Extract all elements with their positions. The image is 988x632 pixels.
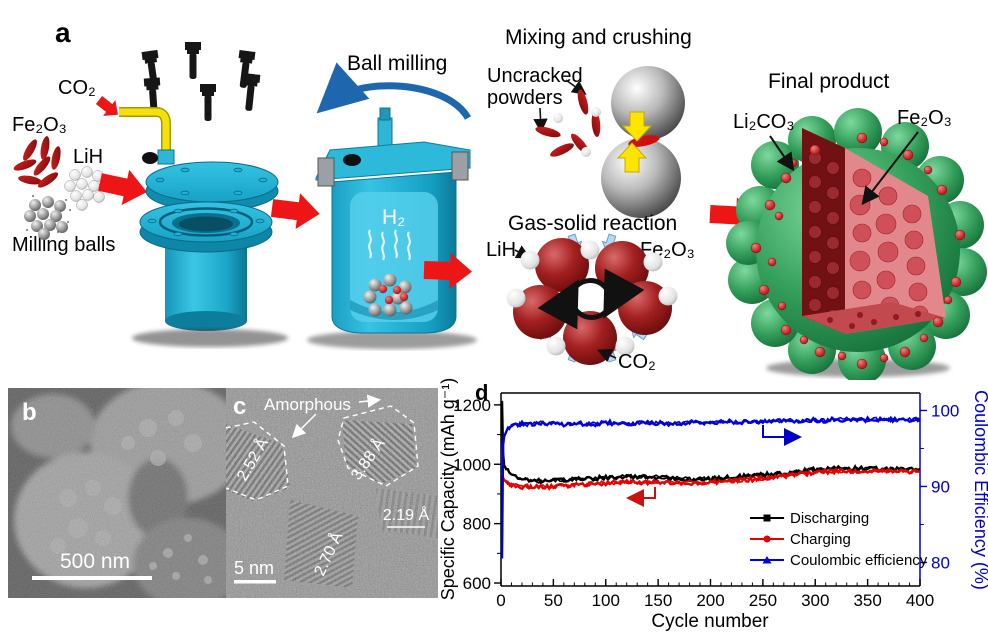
x-axis-title: Cycle number [651,611,769,632]
x-tick-label: 250 [749,591,777,610]
flow-arrow-2-icon [270,193,320,230]
final-product-title: Final product [768,70,890,93]
lih-label: LiH [73,146,103,168]
uncracked-pointer-2 [533,107,548,134]
crushing-balls-icon [601,66,685,218]
mill-lid-icon [145,161,279,212]
panel-c-label: c [233,393,246,420]
right-tick-label: 90 [931,477,950,496]
milling-balls-icon [24,195,71,240]
left-axis-pointer-arrow [626,487,656,507]
gas-solid-ring-icon [506,233,678,365]
series-coulombic-efficiency [500,415,921,559]
panel-d-label: d [475,380,488,405]
sem-image: b 500 nm [8,388,226,598]
fp-li2co3-label: Li₂CO₃ [733,111,794,133]
right-axis-title: Coulombic Efficiency (%) [971,390,988,590]
panel-a-label: a [55,17,71,48]
sem-scale-text: 500 nm [60,550,130,573]
dspacing-388: 3.88 Å [346,434,388,483]
series-discharging [500,400,921,485]
series-charging [500,467,921,491]
tem-scale-bar [234,580,276,584]
tem-texture [226,388,438,598]
tem-image: c Amorphous 2.52 Å 3.88 Å 2.19 Å 2.70 Å … [226,388,438,598]
gs-co2-label: CO₂ [618,351,656,373]
flow-arrow-3-icon [423,252,472,289]
legend-label: Charging [790,531,851,548]
milling-balls-label: Milling balls [12,234,115,256]
left-tick-label: 1200 [453,396,491,415]
left-tick-label: 800 [463,515,491,534]
uncracked-label-line2: powders [487,87,563,109]
flow-arrow-1-icon [98,169,147,206]
x-tick-label: 100 [592,591,620,610]
sem-texture [8,388,226,598]
x-tick-label: 50 [544,591,563,610]
uncracked-powders-icon [535,89,601,157]
right-axis-pointer-arrow [762,425,802,446]
x-tick-label: 200 [696,591,724,610]
right-tick-label: 100 [931,401,959,420]
cycle-arrow-2 [537,279,615,330]
lih-powder-icon [64,166,105,211]
x-tick-label: 350 [853,591,881,610]
tem-scale-text: 5 nm [234,558,274,578]
legend-label: Coulombic efficiency [790,552,928,569]
rotation-arrow-icon [316,62,472,120]
fe2o3-powder-icon [13,136,61,188]
gas-pipe-icon [119,107,175,165]
co2-arrow-icon [95,96,118,116]
left-tick-label: 1000 [453,455,491,474]
amorphous-pointer-1 [291,413,317,439]
x-tick-label: 300 [801,591,829,610]
cycling-performance-chart: 0 50 100 150 200 250 300 350 400 600 800 1000 1200 80… [440,378,988,632]
dspacing-270: 2.70 Å [310,528,347,578]
gas-solid-title: Gas-solid reaction [508,212,677,235]
legend: Discharging Charging Coulombic efficiency [750,510,928,569]
sem-scale-bar [32,576,152,580]
amorphous-pointer-2 [358,394,381,408]
ball-milling-title: Ball milling [347,52,447,75]
right-tick-label: 80 [931,553,950,572]
dspacing-252: 2.52 Å [232,434,272,484]
left-axis-title: Specific Capacity (mAh g⁻¹) [440,378,458,600]
fp-fe2o3-label: Fe₂O₃ [897,107,952,129]
legend-label: Discharging [790,510,869,527]
x-tick-label: 400 [906,591,934,610]
fp-fe2o3-pointer [861,131,919,206]
fp-li2co3-pointer [769,135,795,172]
gs-lih-label: LiH [486,239,516,261]
h2-label: H₂ [382,206,405,229]
uncracked-label-line1: Uncracked [487,65,583,87]
x-tick-label: 0 [496,591,505,610]
steam-icon [368,229,411,261]
milling-vessel-icon: H₂ [307,107,477,349]
mixing-title: Mixing and crushing [505,26,692,49]
panel-b-label: b [22,399,37,426]
dspacing-219: 2.19 Å [383,505,430,524]
amorphous-boundary-2 [226,421,289,501]
powder-cluster-icon [363,273,413,317]
x-tick-label: 150 [644,591,672,610]
co2-label: CO₂ [58,77,96,99]
gs-co2-pointer [597,348,617,363]
amorphous-boundary-1 [337,405,419,487]
panel-a-illustration: a CO₂ Fe₂O₃ LiH Milling balls [12,17,987,380]
mill-jar-icon [132,201,288,347]
left-tick-label: 600 [463,574,491,593]
final-product-icon [726,108,987,380]
amorphous-label: Amorphous [264,395,351,414]
fe2o3-label: Fe₂O₃ [12,114,67,136]
